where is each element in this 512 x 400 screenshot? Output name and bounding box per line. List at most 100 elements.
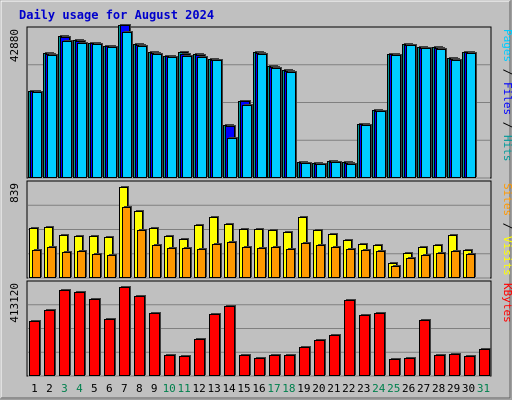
x-tick-day-21: 21 (327, 382, 340, 395)
bar-kbytes-day-22 (344, 300, 355, 376)
bar-kbytes-day-14 (224, 306, 235, 376)
bar-kbytes-day-4 (74, 292, 85, 376)
bar-sites-day-2 (47, 247, 56, 278)
bar-pages-day-2 (47, 55, 57, 178)
bar-sites-day-20 (316, 245, 325, 278)
bar-sites-day-27 (421, 255, 430, 278)
bar-sites-day-28 (436, 253, 445, 278)
bar-kbytes-day-1 (29, 321, 40, 376)
x-tick-day-3: 3 (61, 382, 68, 395)
legend-separator: / (501, 115, 512, 135)
bar-pages-day-21 (331, 162, 341, 178)
x-tick-day-13: 13 (207, 382, 220, 395)
bar-kbytes-day-29 (449, 354, 460, 376)
x-tick-day-15: 15 (237, 382, 250, 395)
y-max-label-kbytes: 413120 (8, 283, 21, 323)
bar-kbytes-day-7 (119, 287, 130, 376)
bar-kbytes-day-13 (209, 314, 220, 376)
bar-sites-day-18 (286, 249, 295, 278)
bar-sites-day-13 (212, 244, 221, 278)
x-tick-day-23: 23 (357, 382, 370, 395)
bar-pages-day-25 (391, 55, 401, 178)
x-tick-day-26: 26 (402, 382, 415, 395)
legend-item-hits: Hits (501, 135, 512, 162)
bar-sites-day-14 (227, 242, 236, 278)
legend-hits: Pages / Files / Hits (501, 29, 512, 162)
bar-pages-day-20 (316, 164, 326, 178)
panel-hits: 42880 Pages / Files / Hits (8, 24, 512, 179)
x-tick-day-24: 24 (372, 382, 386, 395)
x-tick-day-30: 30 (462, 382, 475, 395)
bar-pages-day-11 (182, 56, 192, 178)
bar-kbytes-day-27 (419, 320, 430, 376)
bar-kbytes-day-28 (434, 355, 445, 376)
bar-sites-day-1 (32, 250, 41, 278)
legend-item-files: Files (501, 82, 512, 115)
bar-sites-day-21 (331, 247, 340, 278)
bar-sites-day-23 (361, 250, 370, 278)
x-tick-day-29: 29 (447, 382, 460, 395)
panel-kbytes: 413120 KBytes (8, 280, 512, 377)
x-tick-day-14: 14 (222, 382, 236, 395)
bar-sites-day-22 (346, 249, 355, 278)
bar-sites-day-30 (466, 254, 475, 278)
bar-pages-day-10 (167, 57, 177, 178)
legend-item-kbytes: KBytes (501, 283, 512, 323)
bar-kbytes-day-3 (59, 290, 70, 376)
bar-pages-day-12 (197, 57, 207, 178)
bar-kbytes-day-19 (299, 347, 310, 376)
x-tick-day-18: 18 (282, 382, 295, 395)
bar-kbytes-day-2 (44, 310, 55, 376)
legend-separator: / (501, 62, 512, 82)
bar-kbytes-day-24 (374, 313, 385, 376)
bar-pages-day-8 (137, 46, 147, 178)
bar-pages-day-9 (152, 54, 162, 178)
bar-pages-day-30 (466, 53, 476, 178)
bar-kbytes-day-21 (329, 335, 340, 376)
bar-pages-day-28 (436, 49, 446, 178)
legend-kbytes: KBytes (501, 283, 512, 323)
x-tick-day-31: 31 (477, 382, 490, 395)
x-tick-day-7: 7 (121, 382, 128, 395)
bar-kbytes-day-18 (284, 355, 295, 376)
bar-sites-day-24 (376, 251, 385, 278)
legend-item-sites: Sites (501, 183, 512, 216)
bar-pages-day-4 (77, 43, 87, 178)
x-tick-day-6: 6 (106, 382, 113, 395)
bar-pages-day-23 (361, 125, 371, 178)
x-tick-day-11: 11 (178, 382, 191, 395)
bar-sites-day-4 (77, 251, 86, 278)
x-tick-day-28: 28 (432, 382, 445, 395)
bar-pages-day-22 (346, 164, 356, 178)
bar-kbytes-day-9 (149, 313, 160, 376)
bar-sites-day-8 (137, 230, 146, 278)
bar-pages-day-29 (451, 60, 461, 178)
bar-kbytes-day-8 (134, 296, 145, 376)
bar-sites-day-25 (391, 266, 400, 278)
bar-kbytes-day-15 (239, 355, 250, 376)
bar-pages-day-17 (271, 68, 281, 178)
x-tick-day-1: 1 (31, 382, 38, 395)
x-tick-day-27: 27 (417, 382, 430, 395)
bar-pages-day-18 (286, 72, 296, 178)
panel-visits: 839 Sites / Visits (8, 180, 512, 279)
bar-pages-day-13 (212, 60, 222, 178)
bar-pages-day-27 (421, 48, 431, 178)
bar-sites-day-3 (62, 252, 71, 278)
bar-sites-day-15 (242, 247, 251, 278)
bar-kbytes-day-10 (164, 355, 175, 376)
bar-sites-day-6 (107, 255, 116, 278)
bar-pages-day-6 (107, 47, 117, 178)
x-tick-day-2: 2 (46, 382, 53, 395)
bar-sites-day-9 (152, 245, 161, 278)
bar-kbytes-day-11 (179, 356, 190, 376)
x-tick-day-5: 5 (91, 382, 98, 395)
bar-kbytes-day-5 (89, 299, 100, 376)
bar-kbytes-day-12 (194, 339, 205, 376)
x-tick-day-20: 20 (312, 382, 325, 395)
bar-sites-day-17 (271, 247, 280, 278)
x-tick-day-10: 10 (163, 382, 176, 395)
